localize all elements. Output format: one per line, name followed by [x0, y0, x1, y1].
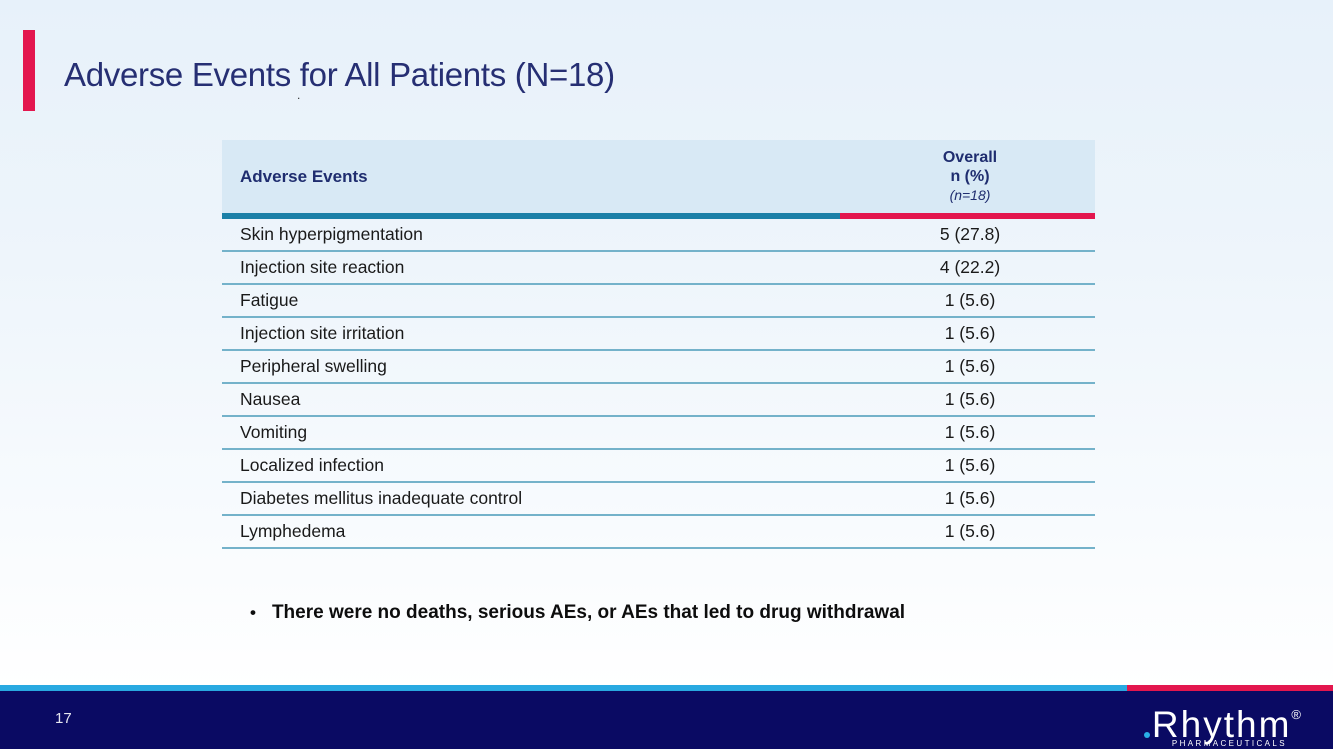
row-label: Lymphedema — [240, 521, 346, 541]
adverse-events-table: Adverse Events Overall n (%) (n=18) Skin… — [222, 140, 1095, 549]
row-label: Vomiting — [240, 422, 308, 442]
table-row: Lymphedema 1 (5.6) — [222, 516, 1095, 549]
row-value: 1 (5.6) — [944, 290, 996, 310]
footer-stripe — [0, 685, 1333, 691]
underline-teal-segment — [222, 213, 840, 219]
row-label: Skin hyperpigmentation — [240, 224, 423, 244]
table-header-underline — [222, 213, 1095, 219]
logo-dot-icon — [1143, 732, 1150, 738]
row-value: 1 (5.6) — [944, 521, 996, 541]
row-value: 1 (5.6) — [944, 356, 996, 376]
row-label: Localized infection — [240, 455, 384, 475]
table-row: Injection site irritation 1 (5.6) — [222, 318, 1095, 351]
row-value: 1 (5.6) — [944, 455, 996, 475]
row-value: 1 (5.6) — [944, 323, 996, 343]
logo-wordmark: Rhythm® — [1142, 695, 1301, 745]
row-label: Injection site reaction — [240, 257, 405, 277]
table-row: Nausea 1 (5.6) — [222, 384, 1095, 417]
registered-trademark-icon: ® — [1291, 707, 1301, 722]
row-value: 1 (5.6) — [944, 422, 996, 442]
header-n18-label: (n=18) — [949, 187, 991, 203]
row-value: 5 (27.8) — [939, 224, 1001, 244]
row-value: 1 (5.6) — [944, 488, 996, 508]
header-overall-label: Overall — [942, 149, 998, 166]
underline-pink-segment — [840, 213, 1095, 219]
table-row: Vomiting 1 (5.6) — [222, 417, 1095, 450]
stray-dot: . — [297, 88, 301, 102]
row-label: Peripheral swelling — [240, 356, 387, 376]
table-header-adverse-events: Adverse Events — [240, 166, 368, 186]
summary-bullet: • There were no deaths, serious AEs, or … — [250, 601, 905, 624]
table-row: Fatigue 1 (5.6) — [222, 285, 1095, 318]
page-title: Adverse Events for All Patients (N=18) — [64, 56, 615, 93]
page-number: 17 — [55, 710, 72, 727]
footer-stripe-pink — [1127, 685, 1333, 691]
row-label: Nausea — [240, 389, 301, 409]
row-label: Fatigue — [240, 290, 299, 310]
table-header-row: Adverse Events Overall n (%) (n=18) — [222, 140, 1095, 213]
rhythm-pharmaceuticals-logo: Rhythm® PHARMACEUTICALS — [1142, 695, 1301, 748]
table-row: Diabetes mellitus inadequate control 1 (… — [222, 483, 1095, 516]
table-row: Peripheral swelling 1 (5.6) — [222, 351, 1095, 384]
table-row: Injection site reaction 4 (22.2) — [222, 252, 1095, 285]
bullet-text: There were no deaths, serious AEs, or AE… — [271, 602, 906, 623]
row-value: 4 (22.2) — [939, 257, 1001, 277]
row-label: Injection site irritation — [240, 323, 405, 343]
footer-stripe-cyan — [0, 685, 1127, 691]
bullet-glyph: • — [250, 603, 256, 622]
table-row: Skin hyperpigmentation 5 (27.8) — [222, 219, 1095, 252]
table-header-overall: Overall n (%) (n=18) — [845, 140, 1095, 213]
title-accent-bar — [23, 30, 35, 111]
logo-subtext: PHARMACEUTICALS — [1171, 739, 1287, 748]
table-row: Localized infection 1 (5.6) — [222, 450, 1095, 483]
footer-bar: 17 Rhythm® PHARMACEUTICALS — [0, 691, 1333, 749]
header-n-pct-label: n (%) — [950, 168, 990, 185]
row-value: 1 (5.6) — [944, 389, 996, 409]
row-label: Diabetes mellitus inadequate control — [240, 488, 523, 508]
logo-text: Rhythm — [1151, 704, 1292, 745]
